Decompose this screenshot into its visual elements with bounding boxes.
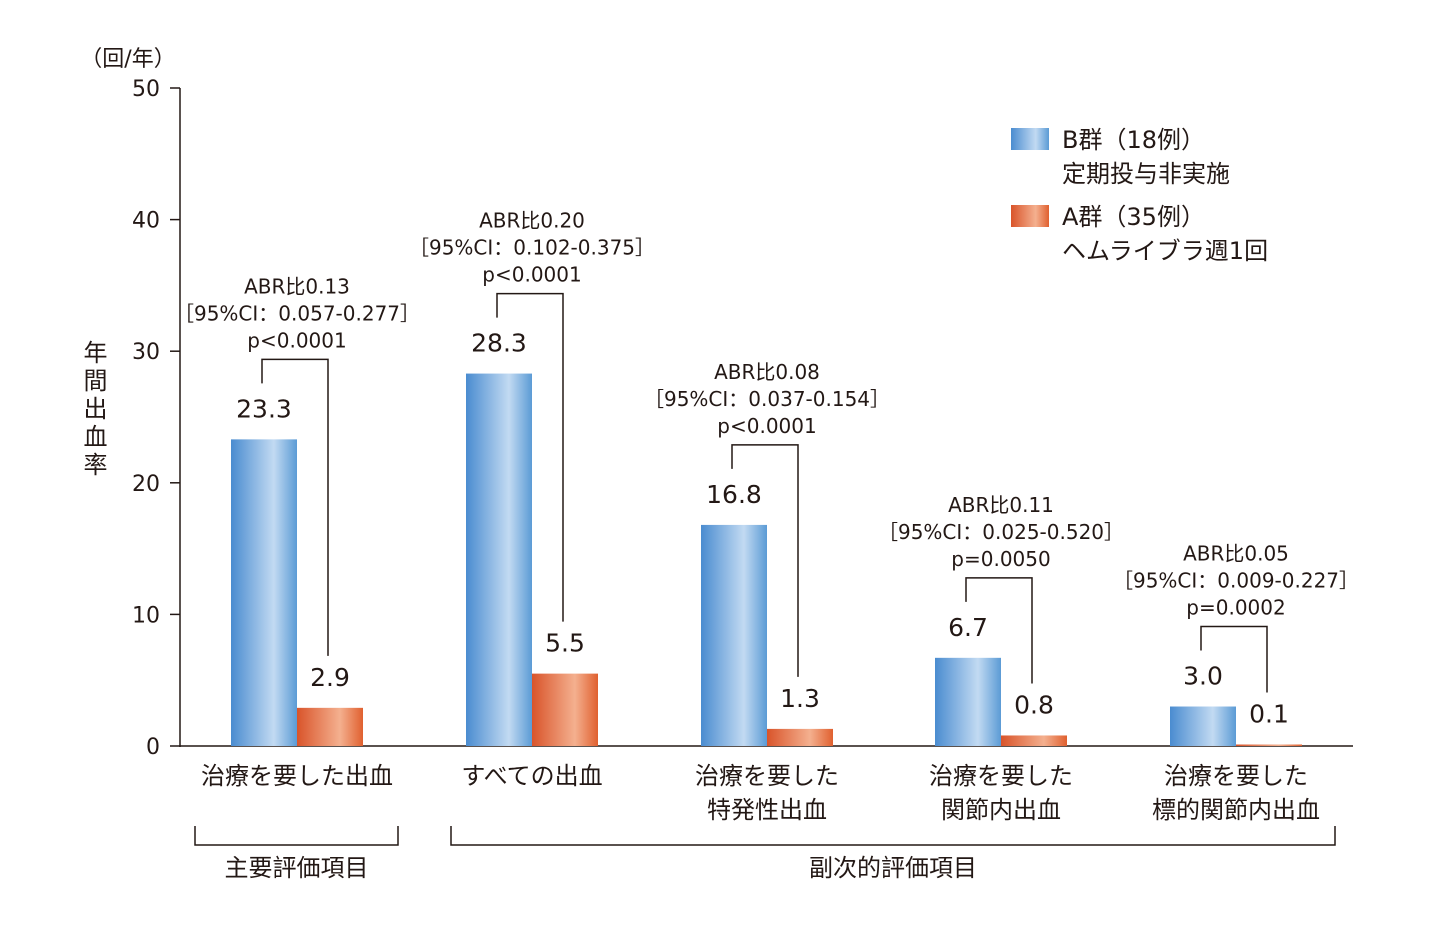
bar-a-group (1236, 744, 1302, 746)
comparison-stat-label: ［95%CI：0.025-0.520］ (878, 520, 1124, 544)
comparison-stat-label: ［95%CI：0.009-0.227］ (1113, 569, 1359, 593)
comparison-brackets: ABR比0.13 ［95%CI：0.057-0.277］ p<0.0001 ABR比0… (174, 209, 1359, 693)
y-unit-label: （回/年） (80, 47, 175, 72)
group-bracket (450, 826, 1336, 846)
y-tick-label: 10 (132, 603, 160, 628)
y-tick-label: 20 (132, 472, 160, 497)
comparison-bracket (496, 292, 564, 622)
bar-value-label: 23.3 (236, 394, 292, 423)
y-tick-label: 30 (132, 340, 160, 365)
category-label: 治療を要した (1164, 762, 1308, 790)
bar-a-group (297, 707, 363, 746)
comparison-stat-label: p=0.0002 (1186, 596, 1285, 620)
group-bracket (194, 826, 399, 846)
value-labels: 23.3 2.9 28.3 5.5 16.8 1.3 6.7 0.8 3.0 0.1 (236, 329, 1289, 729)
legend-label: 定期投与非実施 (1062, 160, 1230, 188)
comparison-stat-label: ABR比0.11 (948, 493, 1054, 517)
category-label: 治療を要した (929, 762, 1073, 790)
legend-label: ヘムライブラ週1回 (1062, 237, 1268, 265)
group-label: 主要評価項目 (225, 854, 369, 882)
bar-value-label: 5.5 (545, 629, 585, 658)
comparison-stat-label: p<0.0001 (717, 414, 816, 438)
comparison-stat-label: ABR比0.05 (1183, 542, 1289, 566)
comparison-stat-label: ［95%CI：0.037-0.154］ (644, 387, 890, 411)
bar-a-group (1001, 735, 1067, 746)
comparison-stat-label: p<0.0001 (247, 328, 346, 352)
bar-value-label: 3.0 (1183, 662, 1223, 691)
legend-label: A群（35例） (1062, 203, 1205, 231)
y-ticks: 0 10 20 30 40 50 (132, 77, 180, 760)
bar-value-label: 16.8 (706, 480, 762, 509)
category-label: 治療を要した出血 (201, 762, 393, 790)
comparison-stat-label: ABR比0.08 (714, 360, 820, 384)
bar-value-label: 2.9 (310, 663, 350, 692)
bar-b-group (1170, 706, 1236, 746)
comparison-bracket (1200, 625, 1268, 693)
y-axis-label: 年間出血率 (79, 340, 107, 480)
y-tick-label: 0 (146, 735, 160, 760)
comparison-stat-label: ［95%CI：0.057-0.277］ (174, 301, 420, 325)
bar-b-group (231, 439, 297, 746)
bar-a-group (532, 673, 598, 746)
comparison-stat-label: p=0.0050 (951, 547, 1050, 571)
bar-b-group (701, 524, 767, 746)
legend-swatch-b (1011, 128, 1049, 150)
group-label: 副次的評価項目 (809, 854, 977, 882)
category-label: すべての出血 (461, 762, 602, 790)
legend-label: B群（18例） (1062, 126, 1205, 154)
comparison-stat-label: p<0.0001 (482, 263, 581, 287)
legend: B群（18例） 定期投与非実施 A群（35例） ヘムライブラ週1回 (1011, 126, 1268, 265)
comparison-bracket (261, 358, 329, 656)
bar-value-label: 6.7 (948, 613, 988, 642)
bar-b-group (935, 657, 1001, 746)
bar-a-group (767, 728, 833, 746)
category-labels: 治療を要した出血 すべての出血 治療を要した特発性出血治療を要した関節内出血治療を要… (201, 762, 1320, 824)
comparison-stat-label: ABR比0.13 (244, 274, 350, 298)
bar-value-label: 0.1 (1249, 700, 1289, 729)
category-label: 標的関節内出血 (1152, 796, 1320, 824)
bar-value-label: 1.3 (780, 684, 820, 713)
y-tick-label: 40 (132, 209, 160, 234)
comparison-stat-label: ［95%CI：0.102-0.375］ (409, 236, 655, 260)
comparison-bracket (731, 444, 799, 677)
category-label: 治療を要した (695, 762, 839, 790)
comparison-stat-label: ABR比0.20 (479, 209, 585, 233)
bar-value-label: 28.3 (471, 329, 527, 358)
group-brackets: 主要評価項目 副次的評価項目 (194, 826, 1336, 882)
bars (231, 373, 1302, 746)
comparison-bracket (965, 577, 1033, 684)
category-label: 特発性出血 (707, 796, 827, 824)
y-tick-label: 50 (132, 77, 160, 102)
legend-swatch-a (1011, 205, 1049, 227)
bar-value-label: 0.8 (1014, 690, 1054, 719)
category-label: 関節内出血 (941, 796, 1061, 824)
bar-b-group (466, 373, 532, 746)
